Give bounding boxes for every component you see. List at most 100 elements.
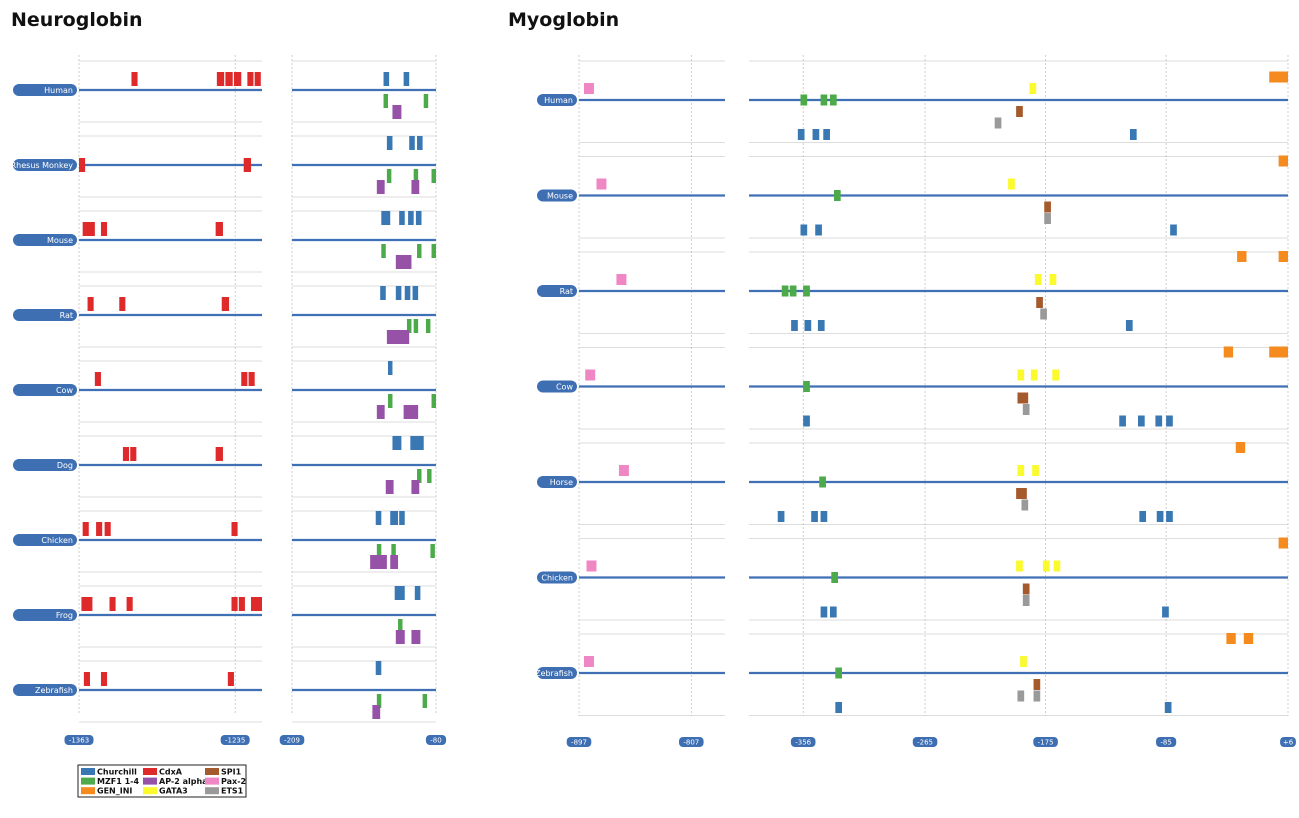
neuroglobin-title: Neuroglobin	[11, 9, 143, 31]
binding-site	[392, 436, 402, 450]
legend-label: MZF1 1-4	[97, 777, 139, 786]
binding-site	[1269, 346, 1288, 358]
binding-site	[386, 330, 410, 344]
species-label: Mouse	[13, 234, 77, 246]
tick-label-text: +6	[1283, 739, 1294, 747]
binding-site	[383, 94, 388, 108]
binding-site	[1042, 560, 1050, 572]
species-label-box	[537, 380, 577, 393]
binding-site	[831, 572, 838, 583]
binding-site	[380, 286, 386, 300]
binding-site	[1017, 392, 1029, 404]
binding-site	[394, 586, 405, 600]
binding-site	[1053, 560, 1061, 572]
binding-site	[994, 117, 1002, 129]
binding-site	[376, 694, 382, 708]
tick-label: -175	[1033, 737, 1058, 747]
binding-site	[1278, 251, 1288, 262]
binding-site	[1008, 178, 1015, 190]
tick-label-box	[1280, 737, 1296, 747]
binding-site	[1017, 369, 1025, 381]
binding-site	[119, 297, 126, 311]
tick-label-text: -209	[284, 737, 300, 745]
binding-site	[1044, 213, 1051, 224]
binding-site	[1022, 583, 1030, 595]
binding-site	[404, 286, 411, 300]
binding-site	[1164, 702, 1172, 713]
tick-label-text: -1363	[69, 737, 89, 745]
species-label-text: Rat	[560, 287, 573, 296]
binding-site	[233, 72, 242, 86]
binding-site	[104, 522, 111, 536]
species-label-box	[13, 534, 77, 546]
binding-site	[231, 597, 238, 611]
species-labels-layer: Human Rhesus Monkey Mouse Rat Cow Dog Chicken F…	[11, 84, 577, 696]
binding-site	[1022, 595, 1030, 606]
legend-item: GATA3	[143, 787, 188, 796]
binding-site	[1040, 308, 1047, 320]
binding-site	[130, 447, 137, 461]
binding-site	[1125, 320, 1133, 331]
binding-site	[392, 105, 402, 119]
tick-label: -1363	[64, 735, 94, 745]
legend-swatch	[81, 768, 95, 775]
species-label-text: Rat	[60, 311, 73, 320]
species-label-box	[13, 384, 77, 396]
species-label-text: Horse	[550, 478, 573, 487]
binding-site	[376, 180, 385, 194]
species-label-box	[13, 309, 77, 321]
tick-label: -209	[279, 735, 305, 745]
binding-site	[413, 319, 419, 333]
binding-site	[375, 511, 382, 525]
binding-site	[1156, 511, 1164, 522]
tick-label-box	[679, 737, 704, 747]
tick-label-text: -807	[683, 739, 699, 747]
species-label-box	[537, 189, 577, 202]
binding-sites-layer	[79, 71, 1288, 719]
binding-site	[425, 319, 431, 333]
binding-site	[1235, 442, 1246, 453]
binding-site	[1032, 465, 1039, 476]
species-label-text: Cow	[56, 386, 73, 395]
binding-site	[1138, 415, 1145, 427]
binding-site	[781, 285, 789, 297]
binding-site	[386, 136, 393, 150]
binding-site	[376, 405, 385, 419]
binding-site	[1278, 537, 1288, 549]
binding-site	[817, 320, 825, 331]
binding-site	[415, 211, 422, 225]
binding-site	[1223, 346, 1234, 358]
species-label-box	[13, 459, 77, 471]
binding-site	[100, 222, 108, 236]
binding-site	[241, 372, 248, 386]
tick-label-box	[912, 737, 938, 747]
binding-site	[87, 297, 94, 311]
binding-site	[417, 469, 422, 483]
tick-label: -80	[425, 735, 447, 745]
species-label: Horse	[537, 476, 577, 488]
binding-site	[1243, 633, 1254, 644]
tick-label-box	[425, 735, 447, 745]
legend-swatch	[143, 768, 157, 775]
species-label-text: Dog	[57, 461, 73, 470]
tick-label: -85	[1156, 737, 1177, 747]
binding-site	[819, 476, 826, 488]
species-label-text: Cow	[556, 383, 573, 392]
species-label-text: Chicken	[541, 574, 573, 583]
species-label-text: Rhesus Monkey	[11, 161, 74, 170]
binding-site	[94, 372, 101, 386]
species-label-box	[537, 476, 577, 488]
legend-item: ETS1	[205, 787, 244, 796]
binding-site	[1022, 404, 1030, 415]
binding-site	[833, 190, 841, 201]
binding-site	[411, 480, 420, 494]
binding-site	[835, 702, 843, 713]
tick-label-box	[1156, 737, 1177, 747]
binding-site	[398, 619, 403, 633]
legend-swatch	[205, 787, 219, 795]
tick-label-text: -356	[795, 739, 811, 747]
binding-site	[1016, 106, 1023, 117]
binding-site	[423, 94, 429, 108]
legend-swatch	[143, 787, 157, 795]
